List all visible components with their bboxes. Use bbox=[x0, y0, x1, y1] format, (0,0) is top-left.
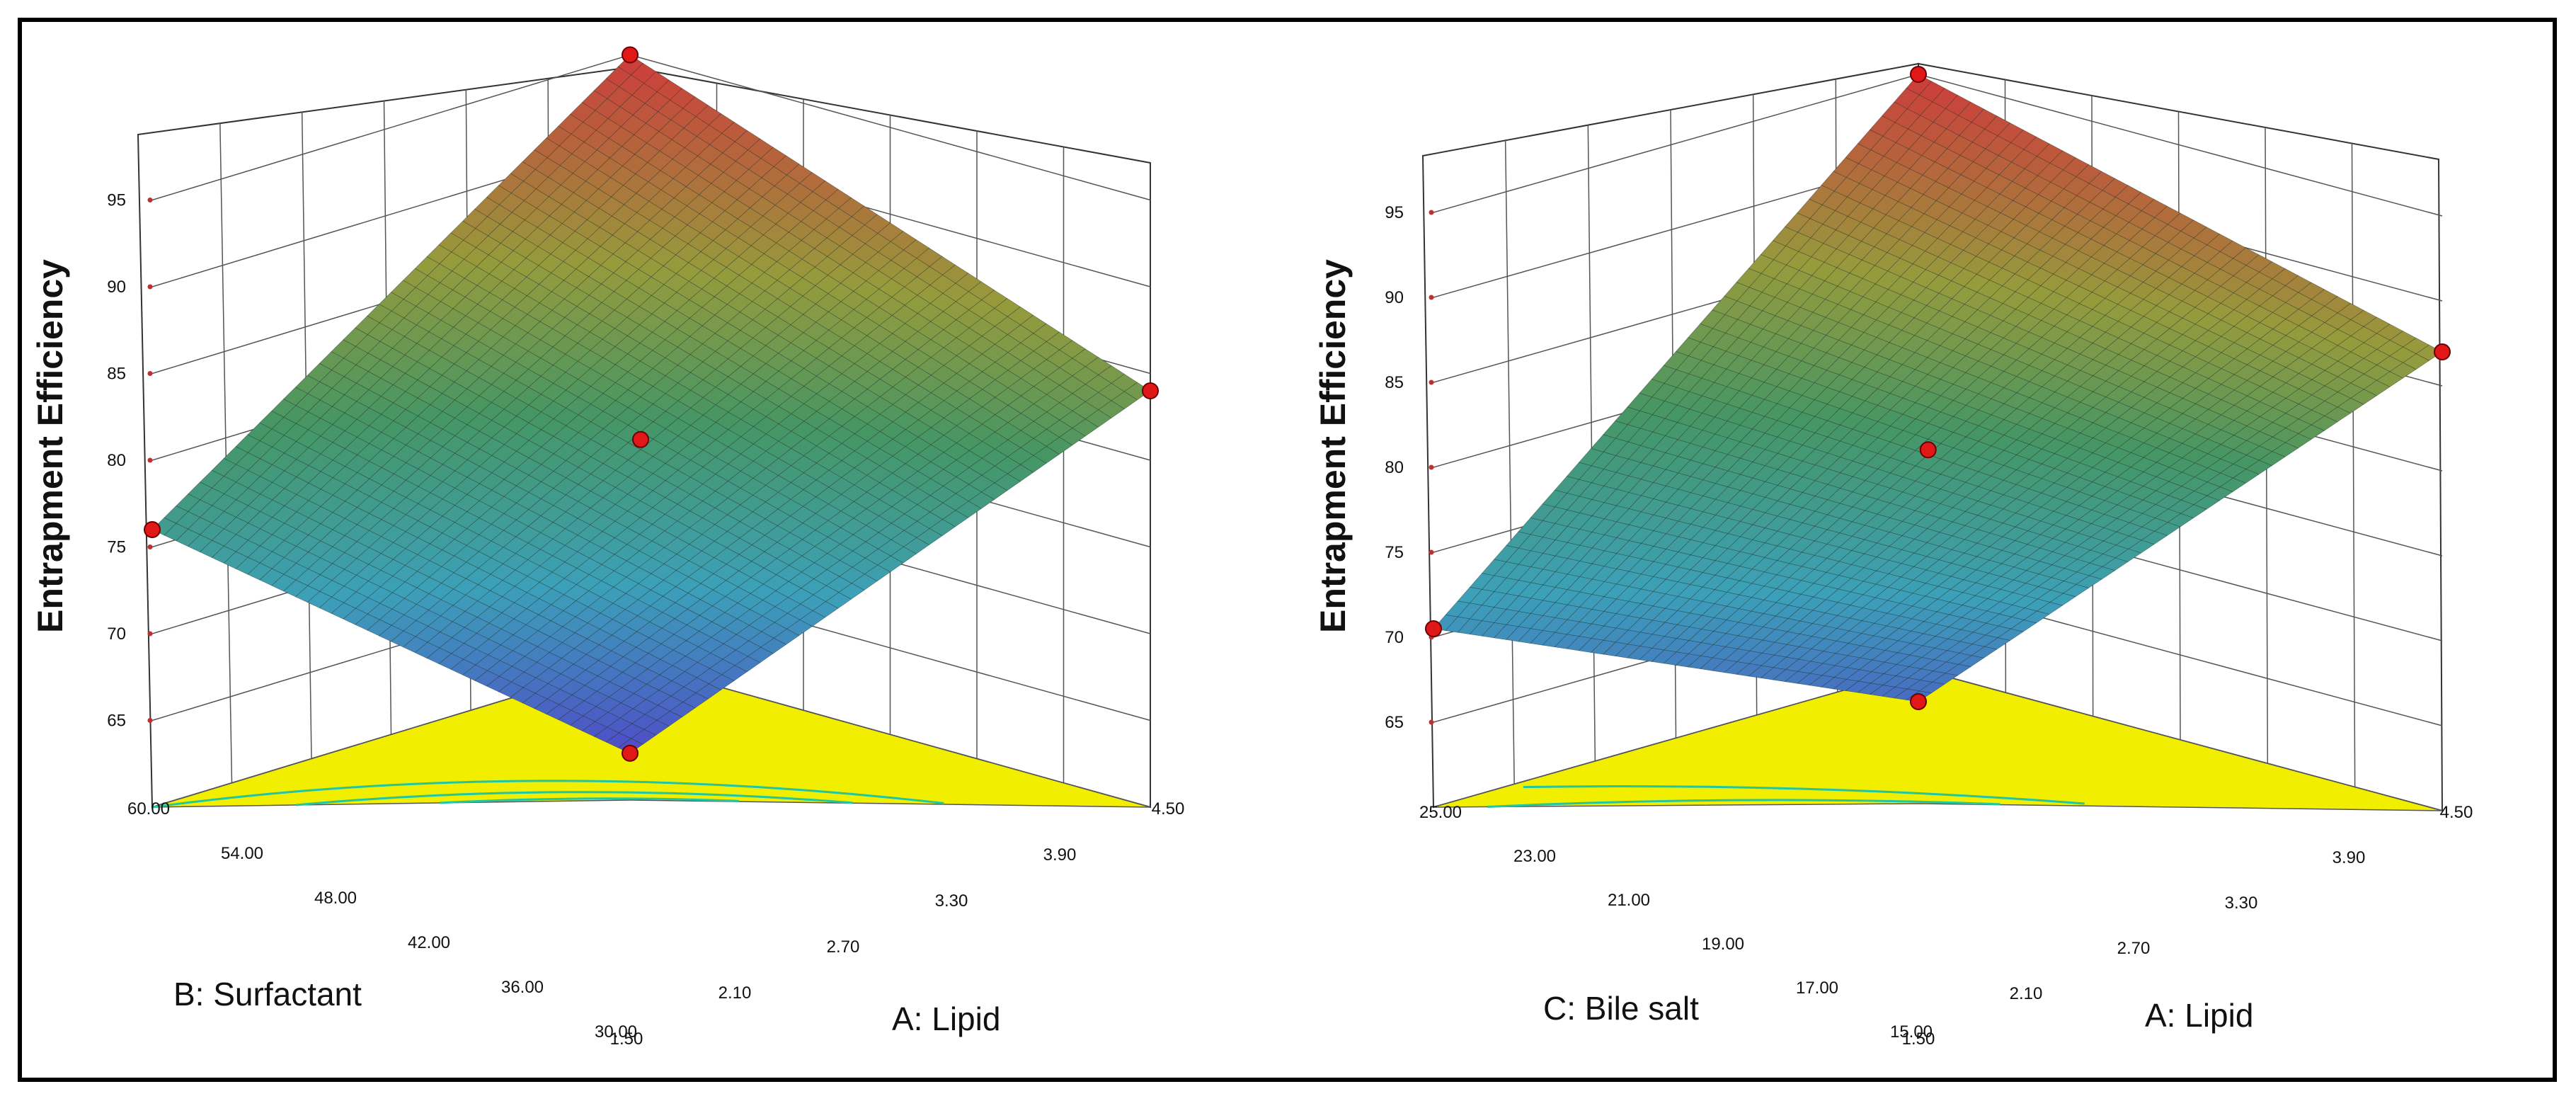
z-tick-mark bbox=[147, 544, 153, 549]
y-axis-label: C: Bile salt bbox=[1543, 990, 1699, 1027]
contour-line bbox=[151, 780, 944, 809]
x-axis-label: A: Lipid bbox=[2145, 997, 2253, 1034]
contour-line bbox=[439, 797, 739, 804]
z-tick-mark bbox=[147, 371, 153, 376]
design-point bbox=[1910, 693, 1927, 710]
z-tick-label: 70 bbox=[107, 624, 126, 644]
z-tick-label: 75 bbox=[1385, 543, 1404, 562]
z-tick-label: 65 bbox=[1385, 713, 1404, 732]
z-tick-label: 95 bbox=[107, 191, 126, 210]
z-tick-mark bbox=[1429, 380, 1434, 385]
z-tick-mark bbox=[1429, 295, 1434, 300]
design-point bbox=[1910, 66, 1927, 83]
design-point bbox=[2434, 343, 2451, 360]
response-surface bbox=[151, 55, 1151, 754]
z-tick-mark bbox=[147, 631, 153, 637]
z-tick-mark bbox=[147, 457, 153, 463]
y-tick-label: 23.00 bbox=[1513, 847, 1556, 866]
z-tick-mark bbox=[147, 198, 153, 202]
z-tick-label: 90 bbox=[107, 278, 126, 297]
z-tick-label: 95 bbox=[1385, 203, 1404, 222]
x-tick-label: 2.10 bbox=[2010, 984, 2043, 1003]
z-tick-mark bbox=[147, 718, 153, 723]
x-tick-label: 4.50 bbox=[2440, 803, 2473, 822]
z-tick-label: 65 bbox=[107, 712, 126, 731]
y-tick-label: 21.00 bbox=[1608, 891, 1650, 910]
z-tick-mark bbox=[1429, 549, 1434, 555]
z-tick-label: 70 bbox=[1385, 628, 1404, 647]
x-tick-label: 2.70 bbox=[2117, 939, 2151, 958]
x-tick-label: 3.90 bbox=[2332, 848, 2366, 867]
z-tick-label: 80 bbox=[107, 451, 126, 470]
x-tick-label: 3.30 bbox=[2225, 894, 2258, 913]
z-tick-mark bbox=[1429, 210, 1434, 215]
z-tick-label: 90 bbox=[1385, 288, 1404, 307]
y-tick-label: 17.00 bbox=[1796, 979, 1838, 998]
z-tick-mark bbox=[1429, 464, 1434, 470]
y-tick-label: 25.00 bbox=[1419, 803, 1462, 822]
z-axis-label: Entrapment Efficiency bbox=[1313, 259, 1353, 633]
z-tick-label: 85 bbox=[107, 365, 126, 384]
z-tick-mark bbox=[1429, 719, 1434, 725]
z-tick-label: 85 bbox=[1385, 373, 1404, 392]
design-point bbox=[1425, 620, 1442, 637]
z-tick-mark bbox=[147, 284, 153, 290]
y-tick-label: 19.00 bbox=[1702, 935, 1744, 954]
design-point bbox=[1919, 441, 1937, 459]
x-tick-label: 1.50 bbox=[1902, 1029, 1935, 1049]
contour-line bbox=[295, 791, 853, 806]
z-tick-label: 75 bbox=[107, 538, 126, 557]
grid-line bbox=[219, 123, 233, 783]
z-tick-label: 80 bbox=[1385, 458, 1404, 477]
